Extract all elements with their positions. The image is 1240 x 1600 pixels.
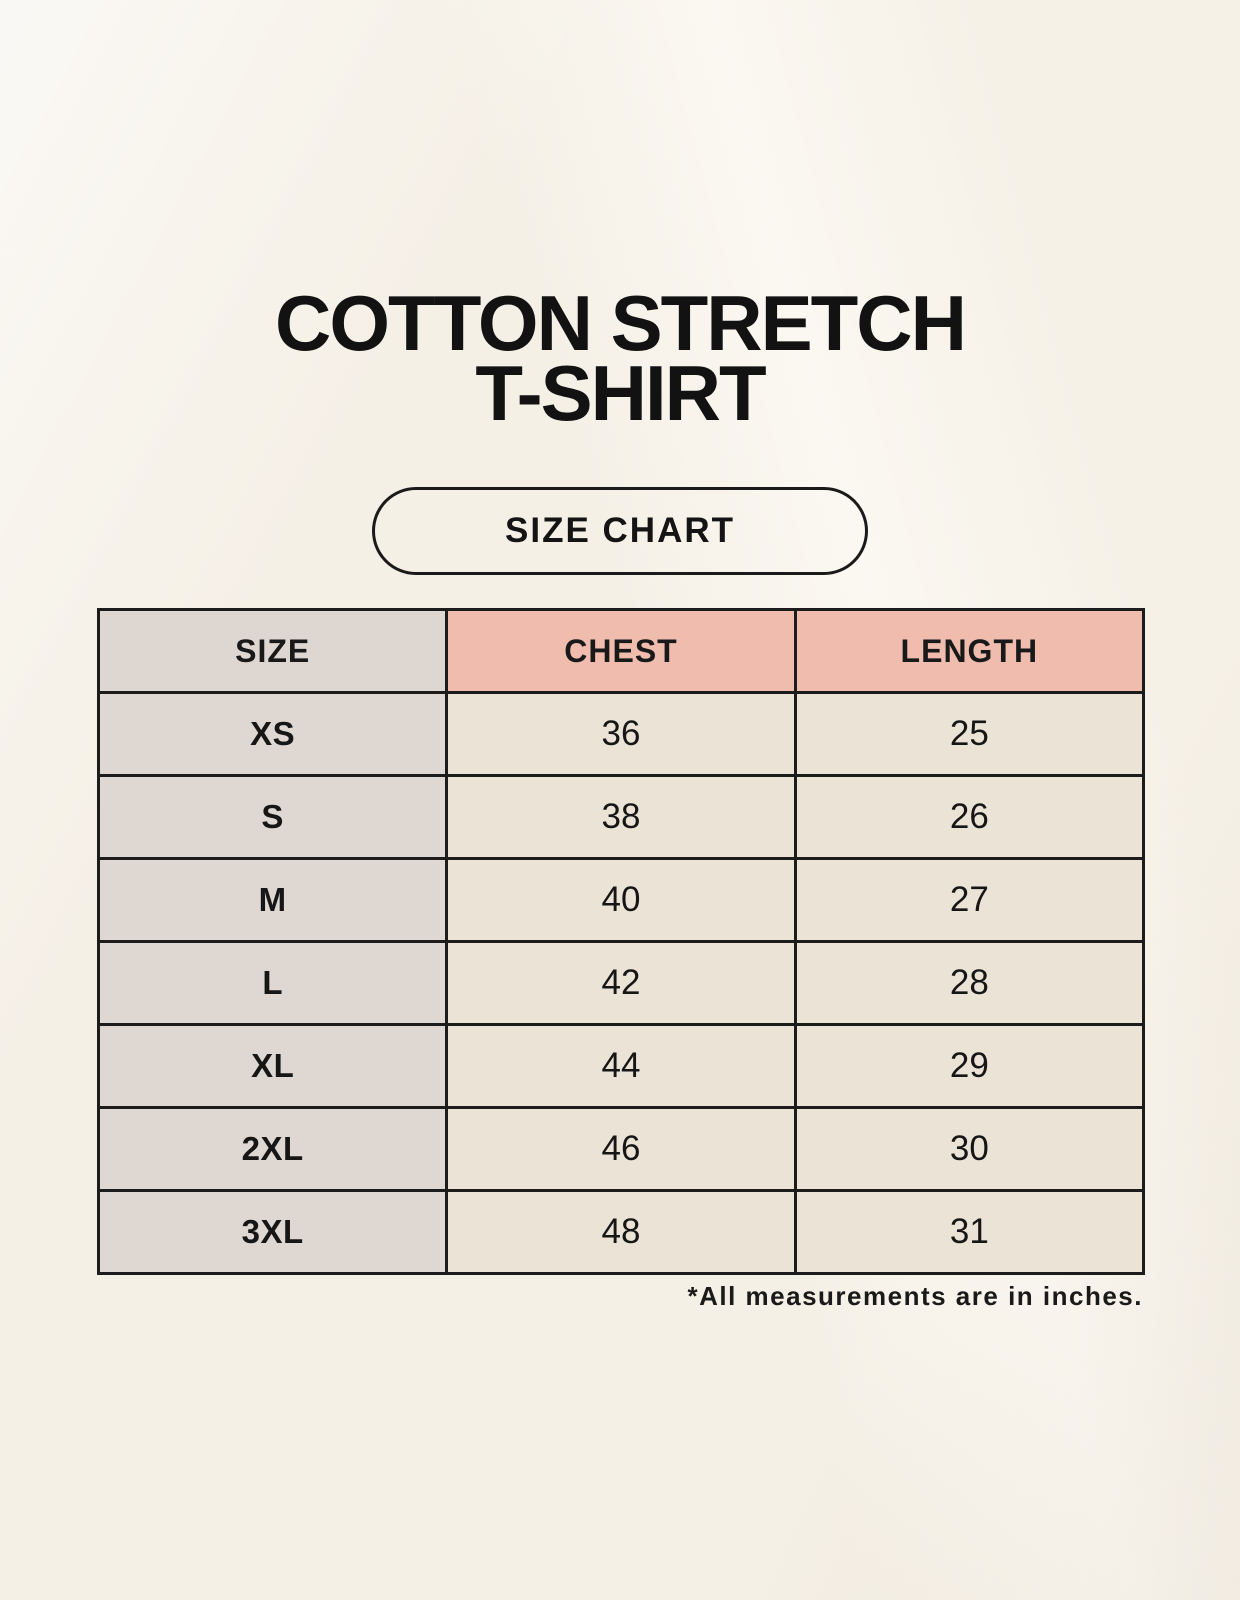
chest-cell: 40	[445, 857, 797, 943]
page-title-line2: T-SHIRT	[475, 349, 766, 437]
chest-cell: 38	[445, 774, 797, 860]
table-row: M 40 27	[96, 857, 1146, 943]
size-cell: 3XL	[96, 1189, 449, 1275]
size-chart-table-head: SIZE CHEST LENGTH	[96, 608, 1146, 694]
chest-cell: 44	[445, 1023, 797, 1109]
column-header-chest: CHEST	[445, 608, 797, 694]
length-cell: 26	[793, 774, 1146, 860]
table-row: S 38 26	[96, 774, 1146, 860]
length-cell: 25	[793, 691, 1146, 777]
table-row: 2XL 46 30	[96, 1106, 1146, 1192]
column-header-size: SIZE	[96, 608, 449, 694]
size-table-body: XS 36 25 S 38 26 M 40 27 L 42 28 XL 44 29 2XL 46 30 3XL 48 3…	[96, 691, 1146, 1275]
table-row: XL 44 29	[96, 1023, 1146, 1109]
size-chart-pill: SIZE CHART	[372, 487, 868, 575]
size-cell: XL	[96, 1023, 449, 1109]
table-row: XS 36 25	[96, 691, 1146, 777]
size-cell: M	[96, 857, 449, 943]
length-cell: 28	[793, 940, 1146, 1026]
measurements-footnote: *All measurements are in inches.	[687, 1281, 1143, 1311]
size-cell: L	[96, 940, 449, 1026]
table-row: 3XL 48 31	[96, 1189, 1146, 1275]
page-title-line1: COTTON STRETCH	[275, 279, 967, 367]
size-chart-table: SIZE CHEST LENGTH XS 36 25 S 38 26 M 40 27 L 42 28 X…	[96, 608, 1146, 1275]
length-cell: 30	[793, 1106, 1146, 1192]
length-cell: 29	[793, 1023, 1146, 1109]
size-cell: 2XL	[96, 1106, 449, 1192]
chest-cell: 48	[445, 1189, 797, 1275]
length-cell: 27	[793, 857, 1146, 943]
table-header-row: SIZE CHEST LENGTH	[96, 608, 1146, 694]
size-cell: S	[96, 774, 449, 860]
size-chart-pill-label: SIZE CHART	[505, 511, 735, 550]
chest-cell: 42	[445, 940, 797, 1026]
column-header-length: LENGTH	[793, 608, 1146, 694]
size-cell: XS	[96, 691, 449, 777]
page-title: COTTON STRETCH T-SHIRT	[0, 279, 1240, 437]
length-cell: 31	[793, 1189, 1146, 1275]
chest-cell: 46	[445, 1106, 797, 1192]
chest-cell: 36	[445, 691, 797, 777]
table-row: L 42 28	[96, 940, 1146, 1026]
